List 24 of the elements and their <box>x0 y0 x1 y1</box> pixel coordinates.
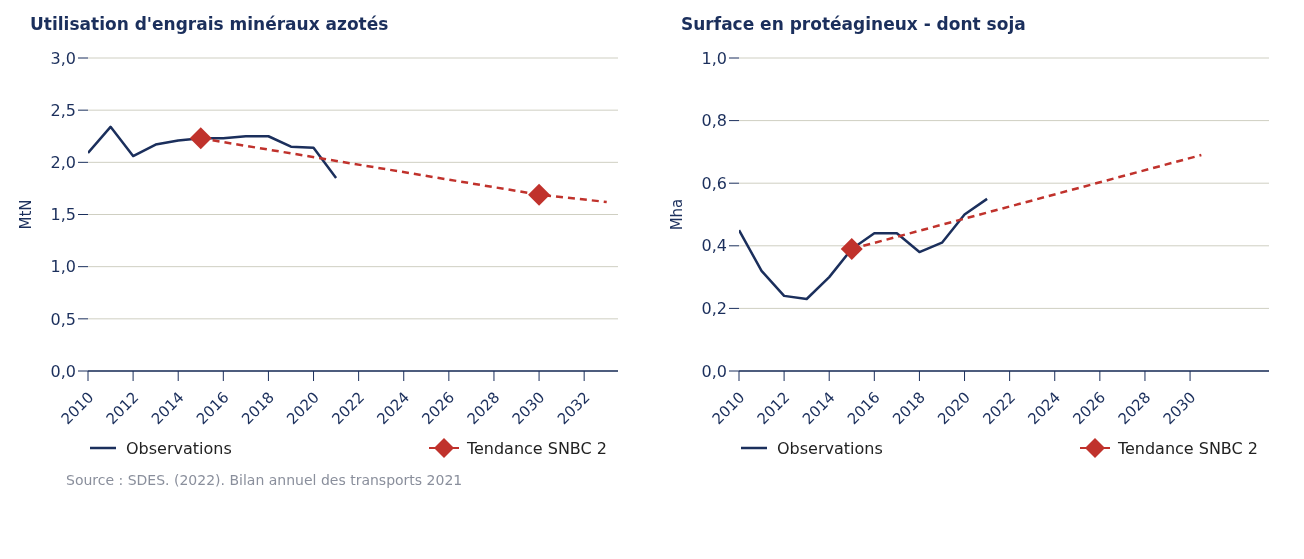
legend-label: Tendance SNBC 2 <box>466 438 607 458</box>
source-note: Source : SDES. (2022). Bilan annuel des transports 2021 <box>66 472 464 488</box>
y-tick-label: 1,0 <box>50 257 76 277</box>
y-tick-label: 1,5 <box>50 205 76 225</box>
y-tick-label: 0,6 <box>701 173 727 193</box>
y-tick-label: 0,8 <box>701 111 727 131</box>
line-series <box>88 125 338 180</box>
chart-title: Utilisation d'engrais minéraux azotés <box>30 14 390 36</box>
y-tick-label: 1,0 <box>701 48 727 68</box>
legend-label: Observations <box>777 438 883 458</box>
y-tick-label: 3,0 <box>50 48 76 68</box>
y-tick-label: 0,0 <box>50 361 76 381</box>
y-tick-label: 0,0 <box>701 361 727 381</box>
y-tick-label: 2,0 <box>50 153 76 173</box>
y-tick-label: 2,5 <box>50 100 76 120</box>
y-tick-label: 0,2 <box>701 299 727 319</box>
legend-label: Observations <box>126 438 232 458</box>
y-axis-title: Mha <box>668 198 687 231</box>
y-axis-title: MtN <box>17 199 36 230</box>
chart-title: Surface en protéagineux - dont soja <box>681 14 1027 36</box>
legend-label: Tendance SNBC 2 <box>1117 438 1258 458</box>
line-series <box>739 197 989 301</box>
y-tick-label: 0,5 <box>50 309 76 329</box>
y-tick-label: 0,4 <box>701 236 727 256</box>
